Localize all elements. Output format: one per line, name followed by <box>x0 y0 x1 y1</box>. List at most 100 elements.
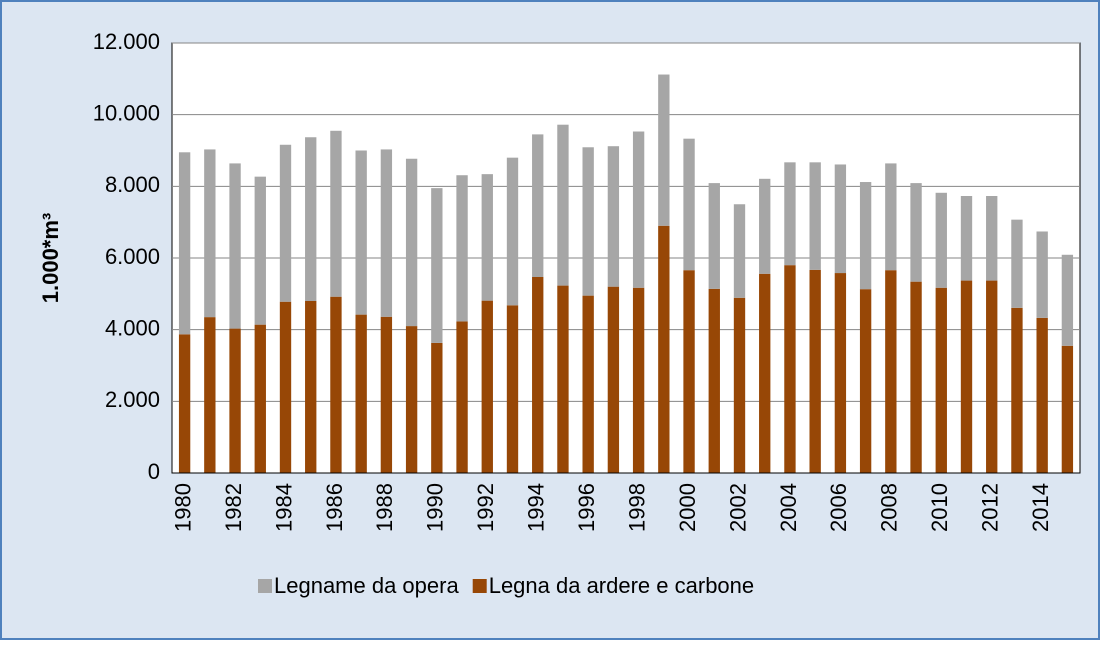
bar-segment <box>254 324 266 473</box>
bar-segment <box>935 192 947 288</box>
legend-label: Legna da ardere e carbone <box>489 573 754 598</box>
bar-segment <box>986 280 998 473</box>
y-tick-label: 4.000 <box>105 315 160 340</box>
bar-segment <box>305 137 317 301</box>
bar-segment <box>759 273 771 473</box>
bar-segment <box>834 273 847 473</box>
bar-segment <box>885 270 897 473</box>
bar-segment <box>708 183 720 289</box>
bar-segment <box>431 188 443 343</box>
x-tick-label: 1990 <box>423 483 448 532</box>
bar-segment <box>557 124 569 286</box>
bar-segment <box>229 328 241 473</box>
bar-segment <box>330 130 342 297</box>
bar-segment <box>330 296 342 473</box>
legend-label: Legname da opera <box>274 573 459 598</box>
bar-segment <box>204 149 216 318</box>
bar-segment <box>1011 307 1023 473</box>
x-tick-label: 2012 <box>978 483 1003 532</box>
bar-segment <box>986 196 998 281</box>
y-tick-label: 12.000 <box>93 29 160 54</box>
bar-segment <box>456 175 468 322</box>
x-tick-label: 1988 <box>372 483 397 532</box>
bar-segment <box>885 163 897 271</box>
x-tick-label: 2000 <box>675 483 700 532</box>
bar-segment <box>960 280 973 473</box>
x-tick-label: 2010 <box>927 483 952 532</box>
bar-segment <box>481 300 493 473</box>
y-axis-label: 1.000*m³ <box>38 213 63 304</box>
bar-segment <box>607 286 620 473</box>
bar-segment <box>431 342 443 473</box>
bar-segment <box>405 326 418 473</box>
bar-segment <box>355 314 367 473</box>
bar-segment <box>859 182 872 290</box>
y-tick-label: 0 <box>148 459 160 484</box>
bar-segment <box>859 289 872 473</box>
bar-segment <box>254 176 266 325</box>
x-tick-label: 1984 <box>271 483 296 532</box>
y-tick-label: 8.000 <box>105 172 160 197</box>
legend-swatch <box>472 579 487 593</box>
bar-segment <box>582 147 594 296</box>
bar-segment <box>834 164 847 274</box>
bar-segment <box>532 276 544 473</box>
y-tick-label: 2.000 <box>105 387 160 412</box>
x-tick-label: 2008 <box>877 483 902 532</box>
bar-segment <box>305 301 317 473</box>
y-tick-label: 10.000 <box>93 100 160 125</box>
bar-segment <box>1011 219 1023 308</box>
bar-segment <box>279 301 292 473</box>
bar-segment <box>809 269 821 473</box>
bar-segment <box>658 74 670 226</box>
bar-segment <box>784 162 796 266</box>
bar-segment <box>784 265 796 473</box>
bar-segment <box>607 146 620 287</box>
bar-segment <box>506 305 519 473</box>
bar-segment <box>632 131 645 288</box>
bar-segment <box>279 144 292 302</box>
bar-segment <box>229 163 241 329</box>
bar-segment <box>733 297 746 473</box>
x-tick-label: 1986 <box>322 483 347 532</box>
bar-segment <box>380 149 393 317</box>
x-tick-label: 1982 <box>221 483 246 532</box>
x-tick-label: 1992 <box>473 483 498 532</box>
bar-segment <box>506 157 519 306</box>
bar-segment <box>960 196 973 281</box>
bar-segment <box>582 295 594 473</box>
bar-segment <box>532 134 544 277</box>
bar-segment <box>1061 254 1074 346</box>
x-tick-label: 2006 <box>826 483 851 532</box>
bar-segment <box>1036 317 1048 473</box>
bar-segment <box>658 225 670 473</box>
bar-segment <box>809 162 821 270</box>
bar-segment <box>1036 231 1048 318</box>
bar-segment <box>910 183 922 282</box>
bar-segment <box>405 158 418 327</box>
bar-segment <box>355 150 367 315</box>
y-tick-label: 6.000 <box>105 244 160 269</box>
bar-segment <box>708 288 720 473</box>
x-tick-label: 1980 <box>170 483 195 532</box>
x-tick-label: 2014 <box>1028 483 1053 532</box>
bar-segment <box>632 287 645 473</box>
x-tick-label: 1998 <box>624 483 649 532</box>
bar-segment <box>178 334 191 473</box>
bar-segment <box>733 204 746 298</box>
legend-swatch <box>258 579 272 593</box>
bar-segment <box>178 152 191 335</box>
x-tick-label: 1994 <box>524 483 549 532</box>
bar-segment <box>1061 345 1074 473</box>
bar-segment <box>683 270 695 473</box>
bar-segment <box>910 281 922 473</box>
bar-segment <box>456 321 468 473</box>
x-tick-label: 2004 <box>776 483 801 532</box>
bar-segment <box>759 178 771 274</box>
x-tick-label: 2002 <box>725 483 750 532</box>
bar-segment <box>380 316 393 473</box>
bar-segment <box>557 285 569 473</box>
bar-segment <box>204 317 216 473</box>
bar-segment <box>935 287 947 473</box>
